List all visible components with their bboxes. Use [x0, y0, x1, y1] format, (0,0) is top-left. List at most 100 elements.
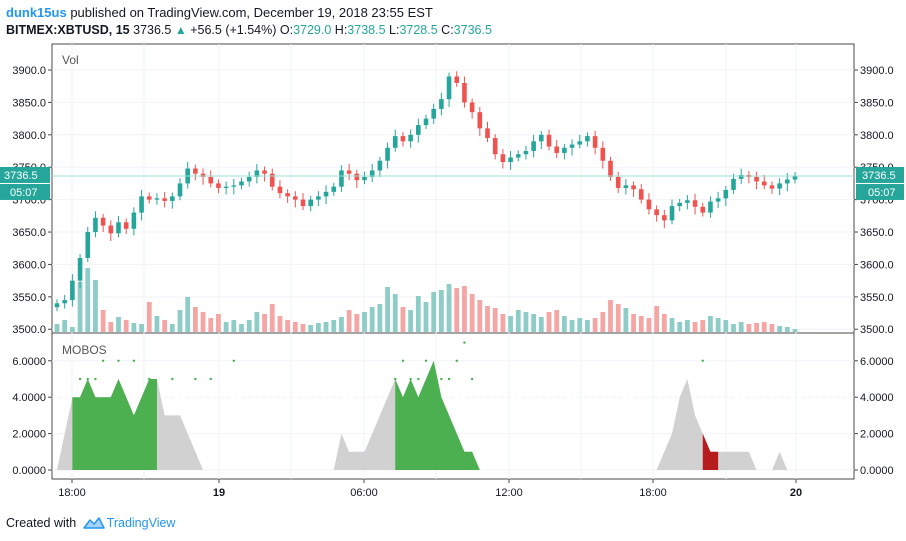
candle-body[interactable]: [631, 185, 636, 190]
candle-body[interactable]: [692, 200, 698, 207]
author-name[interactable]: dunk15us: [6, 5, 67, 20]
candle-body[interactable]: [170, 196, 175, 201]
candle-body[interactable]: [715, 198, 721, 202]
candle-body[interactable]: [769, 185, 775, 189]
candle-body[interactable]: [662, 215, 667, 221]
candle-body[interactable]: [569, 144, 575, 148]
candle-body[interactable]: [70, 280, 75, 301]
candle-body[interactable]: [316, 196, 321, 200]
candle-body[interactable]: [615, 176, 621, 188]
candle-body[interactable]: [162, 198, 167, 201]
candle-body[interactable]: [293, 196, 298, 200]
candle-body[interactable]: [277, 186, 283, 194]
candle-body[interactable]: [416, 125, 421, 135]
candle-body[interactable]: [400, 136, 406, 142]
candle-body[interactable]: [600, 147, 606, 161]
candle-body[interactable]: [431, 108, 436, 119]
candle-body[interactable]: [792, 175, 798, 180]
candle-body[interactable]: [216, 183, 221, 188]
candle-body[interactable]: [408, 134, 413, 142]
candle-body[interactable]: [354, 173, 360, 181]
candle-body[interactable]: [523, 151, 529, 155]
candle-body[interactable]: [323, 191, 329, 197]
candle-body[interactable]: [577, 141, 583, 145]
candle-body[interactable]: [777, 183, 782, 189]
candle-body[interactable]: [515, 154, 521, 158]
candle-body[interactable]: [638, 189, 644, 200]
candle-body[interactable]: [677, 202, 682, 207]
candle-body[interactable]: [346, 170, 352, 174]
candle-body[interactable]: [454, 76, 460, 83]
candle-body[interactable]: [116, 222, 121, 234]
candle-body[interactable]: [108, 225, 114, 234]
candle-body[interactable]: [362, 176, 367, 181]
candle-body[interactable]: [492, 138, 498, 155]
candle-body[interactable]: [592, 136, 598, 148]
candle-body[interactable]: [377, 160, 383, 171]
y-tick-label-left: 3600.0: [12, 259, 46, 271]
candle-body[interactable]: [369, 170, 375, 177]
candle-body[interactable]: [208, 176, 214, 184]
candle-body[interactable]: [223, 186, 229, 188]
candle-body[interactable]: [262, 170, 267, 174]
candle-body[interactable]: [462, 82, 467, 103]
candle-body[interactable]: [100, 217, 106, 226]
candle-body[interactable]: [146, 196, 152, 200]
candle-body[interactable]: [531, 141, 536, 152]
candle-body[interactable]: [254, 170, 260, 177]
candle-body[interactable]: [385, 147, 390, 161]
candle-body[interactable]: [308, 199, 313, 207]
candle-body[interactable]: [738, 174, 744, 179]
candle-body[interactable]: [331, 186, 337, 192]
candle-body[interactable]: [139, 196, 144, 213]
candle-body[interactable]: [546, 134, 552, 147]
candle-body[interactable]: [77, 257, 83, 281]
candle-body[interactable]: [685, 200, 690, 203]
candle-body[interactable]: [585, 136, 590, 142]
candle-body[interactable]: [62, 300, 67, 304]
candle-body[interactable]: [469, 102, 475, 113]
candle-body[interactable]: [477, 112, 483, 129]
candle-body[interactable]: [508, 157, 513, 163]
candle-body[interactable]: [269, 173, 275, 187]
tradingview-link[interactable]: TradingView: [106, 516, 176, 530]
candle-body[interactable]: [539, 134, 544, 142]
candle-body[interactable]: [500, 154, 506, 163]
candle-body[interactable]: [246, 176, 252, 182]
candle-body[interactable]: [446, 76, 452, 100]
mobos-signal-dot: [132, 359, 136, 362]
candle-body[interactable]: [723, 189, 729, 199]
candle-body[interactable]: [562, 147, 567, 153]
candle-body[interactable]: [285, 193, 290, 197]
candle-body[interactable]: [785, 179, 790, 184]
candle-body[interactable]: [439, 99, 444, 109]
candle-body[interactable]: [154, 198, 160, 200]
candle-body[interactable]: [123, 222, 129, 229]
candle-body[interactable]: [654, 209, 659, 216]
candle-body[interactable]: [392, 136, 398, 148]
candle-body[interactable]: [669, 206, 675, 221]
candle-body[interactable]: [131, 212, 137, 229]
candle-body[interactable]: [731, 178, 736, 190]
candle-body[interactable]: [339, 170, 344, 187]
candle-body[interactable]: [608, 160, 613, 177]
candle-body[interactable]: [754, 176, 759, 182]
candle-body[interactable]: [485, 128, 490, 139]
candle-body[interactable]: [193, 168, 198, 174]
candle-body[interactable]: [85, 232, 91, 258]
candle-body[interactable]: [200, 173, 206, 177]
candle-body[interactable]: [93, 217, 98, 233]
candle-body[interactable]: [761, 181, 767, 186]
candle-body[interactable]: [646, 199, 652, 210]
candle-body[interactable]: [177, 183, 183, 197]
candle-body[interactable]: [700, 206, 706, 213]
candle-body[interactable]: [554, 146, 559, 153]
candle-body[interactable]: [54, 303, 60, 308]
candle-body[interactable]: [623, 185, 629, 188]
candle-body[interactable]: [708, 201, 713, 213]
candle-body[interactable]: [239, 181, 244, 186]
candle-body[interactable]: [231, 185, 237, 187]
candle-body[interactable]: [423, 118, 429, 126]
candle-body[interactable]: [300, 199, 306, 207]
